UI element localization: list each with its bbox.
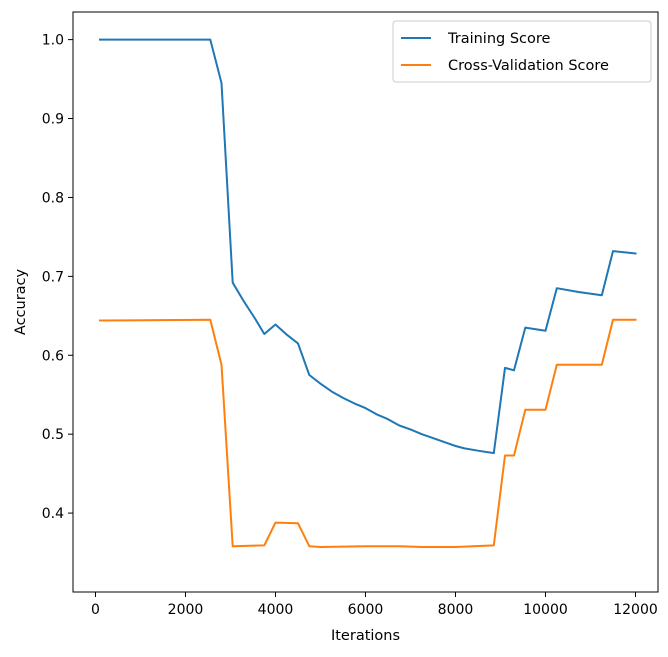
y-tick-label: 0.9 bbox=[42, 112, 64, 128]
y-axis-ticks: 0.4 0.5 0.6 0.7 0.8 0.9 1.0 bbox=[42, 33, 73, 522]
legend-label-training-score: Training Score bbox=[447, 31, 551, 47]
y-tick-label: 0.4 bbox=[42, 506, 64, 522]
series-line-cross-validation-score bbox=[98, 318, 637, 548]
legend-label-cross-validation-score: Cross-Validation Score bbox=[448, 58, 609, 74]
plot-frame bbox=[72, 11, 659, 593]
x-tick-label: 10000 bbox=[523, 602, 568, 618]
series-layer bbox=[98, 38, 637, 548]
x-tick-label: 2000 bbox=[168, 602, 204, 618]
y-tick-label: 0.6 bbox=[42, 348, 64, 364]
legend: Training Score Cross-Validation Score bbox=[392, 20, 652, 83]
y-tick-label: 1.0 bbox=[42, 33, 64, 49]
x-tick-label: 0 bbox=[91, 602, 100, 618]
plot-area: 0 2000 4000 6000 8000 10000 12000 0.4 0.5 0.6 0.7… bbox=[42, 11, 659, 618]
y-tick-label: 0.5 bbox=[42, 427, 64, 443]
y-axis-label: Accuracy bbox=[13, 268, 29, 335]
x-axis-label: Iterations bbox=[331, 628, 400, 644]
x-axis-ticks: 0 2000 4000 6000 8000 10000 12000 bbox=[91, 592, 658, 618]
legend-box bbox=[392, 20, 652, 83]
x-tick-label: 6000 bbox=[348, 602, 384, 618]
y-tick-label: 0.7 bbox=[42, 269, 64, 285]
y-tick-label: 0.8 bbox=[42, 190, 64, 206]
x-tick-label: 4000 bbox=[258, 602, 294, 618]
x-tick-label: 8000 bbox=[438, 602, 474, 618]
series-line-training-score bbox=[99, 38, 637, 455]
x-tick-label: 12000 bbox=[613, 602, 658, 618]
